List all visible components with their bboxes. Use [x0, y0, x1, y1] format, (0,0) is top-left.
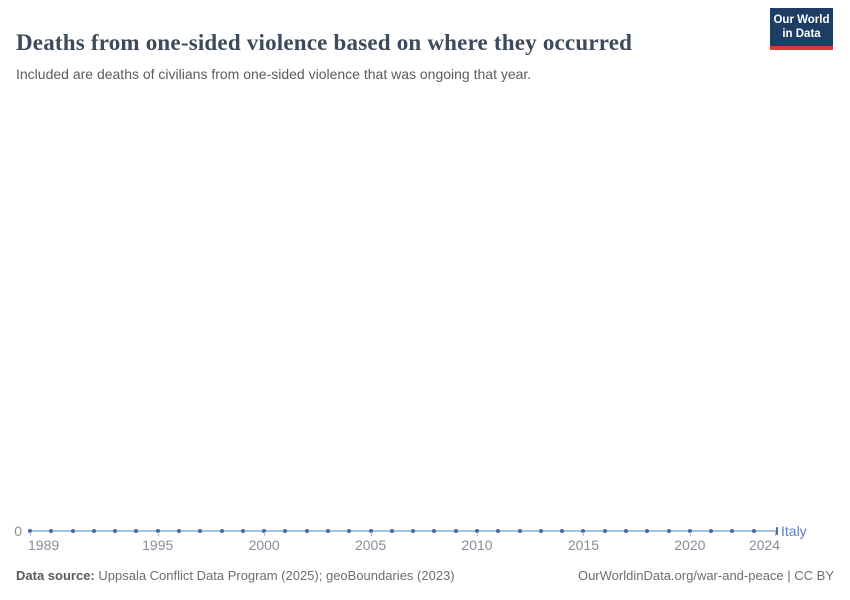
x-axis-label: 1989 — [28, 537, 60, 553]
series-line-italy[interactable] — [28, 530, 777, 532]
data-point[interactable] — [155, 529, 160, 533]
data-point[interactable] — [475, 529, 479, 533]
data-point[interactable] — [517, 529, 522, 533]
chart-footer: Data source: Uppsala Conflict Data Progr… — [16, 568, 834, 585]
data-point[interactable] — [91, 529, 96, 533]
owid-logo-line1: Our World — [773, 14, 830, 26]
data-point[interactable] — [560, 529, 565, 533]
chart-subtitle: Included are deaths of civilians from on… — [16, 66, 532, 82]
data-point[interactable] — [283, 529, 288, 533]
data-point[interactable] — [624, 529, 628, 533]
x-axis-tick — [775, 532, 776, 536]
data-point[interactable] — [70, 529, 75, 533]
data-point[interactable] — [347, 529, 352, 533]
x-axis-label: 2010 — [461, 537, 493, 553]
x-axis-tick — [370, 532, 372, 536]
series-end-marker[interactable] — [776, 527, 778, 535]
x-axis-tick — [689, 532, 691, 536]
x-axis-label: 2024 — [748, 537, 780, 553]
data-point[interactable] — [389, 529, 394, 533]
x-axis-label: 2015 — [567, 537, 599, 553]
data-point[interactable] — [645, 529, 650, 533]
data-point[interactable] — [687, 529, 692, 533]
x-axis-tick — [477, 532, 478, 536]
x-axis-label: 2005 — [354, 537, 387, 553]
x-axis-tick — [583, 532, 585, 536]
owid-logo: Our World in Data — [770, 8, 833, 50]
data-point[interactable] — [198, 529, 203, 533]
x-axis-tick — [157, 532, 159, 536]
data-point[interactable] — [177, 529, 181, 533]
chart-title: Deaths from one-sided violence based on … — [16, 30, 633, 56]
data-point[interactable] — [581, 529, 586, 533]
data-point[interactable] — [262, 529, 267, 533]
data-point[interactable] — [538, 529, 543, 533]
data-point[interactable] — [134, 529, 139, 533]
data-point[interactable] — [219, 529, 224, 533]
x-axis-label: 2020 — [674, 537, 706, 553]
data-point[interactable] — [411, 529, 416, 533]
data-point[interactable] — [304, 529, 309, 533]
data-point[interactable] — [368, 529, 373, 533]
data-point[interactable] — [496, 529, 501, 533]
data-point[interactable] — [666, 529, 671, 533]
owid-license-link[interactable]: OurWorldinData.org/war-and-peace | CC BY — [577, 568, 834, 583]
data-point[interactable] — [730, 529, 735, 533]
data-point[interactable] — [751, 529, 756, 533]
data-point[interactable] — [49, 529, 54, 533]
x-axis-tick — [264, 532, 266, 536]
owid-logo-line2: in Data — [782, 28, 821, 40]
data-point[interactable] — [113, 529, 118, 533]
data-source-text: Uppsala Conflict Data Program (2025); ge… — [94, 568, 455, 583]
data-source-label: Data source: — [16, 568, 95, 583]
data-point[interactable] — [432, 529, 437, 533]
data-point[interactable] — [602, 529, 607, 533]
x-axis-tick — [30, 532, 31, 536]
y-axis-label-zero: 0 — [14, 523, 22, 539]
data-point[interactable] — [28, 529, 32, 533]
data-point[interactable] — [326, 529, 330, 533]
data-point[interactable] — [709, 529, 714, 533]
data-point[interactable] — [453, 529, 458, 533]
entity-label-italy[interactable]: Italy — [781, 523, 807, 539]
x-axis-label: 1995 — [142, 537, 174, 553]
data-point[interactable] — [240, 529, 245, 533]
data-source-note: Data source: Uppsala Conflict Data Progr… — [16, 568, 455, 585]
x-axis-label: 2000 — [248, 537, 280, 553]
